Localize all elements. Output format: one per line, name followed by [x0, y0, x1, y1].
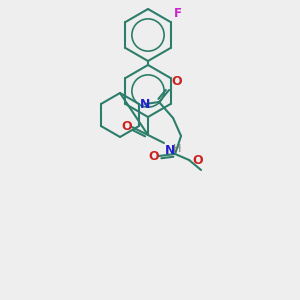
- Text: N: N: [140, 98, 150, 110]
- Text: F: F: [173, 7, 181, 20]
- Text: O: O: [192, 154, 203, 166]
- Text: O: O: [122, 119, 132, 133]
- Text: N: N: [165, 144, 175, 157]
- Text: O: O: [149, 149, 159, 163]
- Text: H: H: [173, 144, 182, 154]
- Text: O: O: [171, 75, 182, 88]
